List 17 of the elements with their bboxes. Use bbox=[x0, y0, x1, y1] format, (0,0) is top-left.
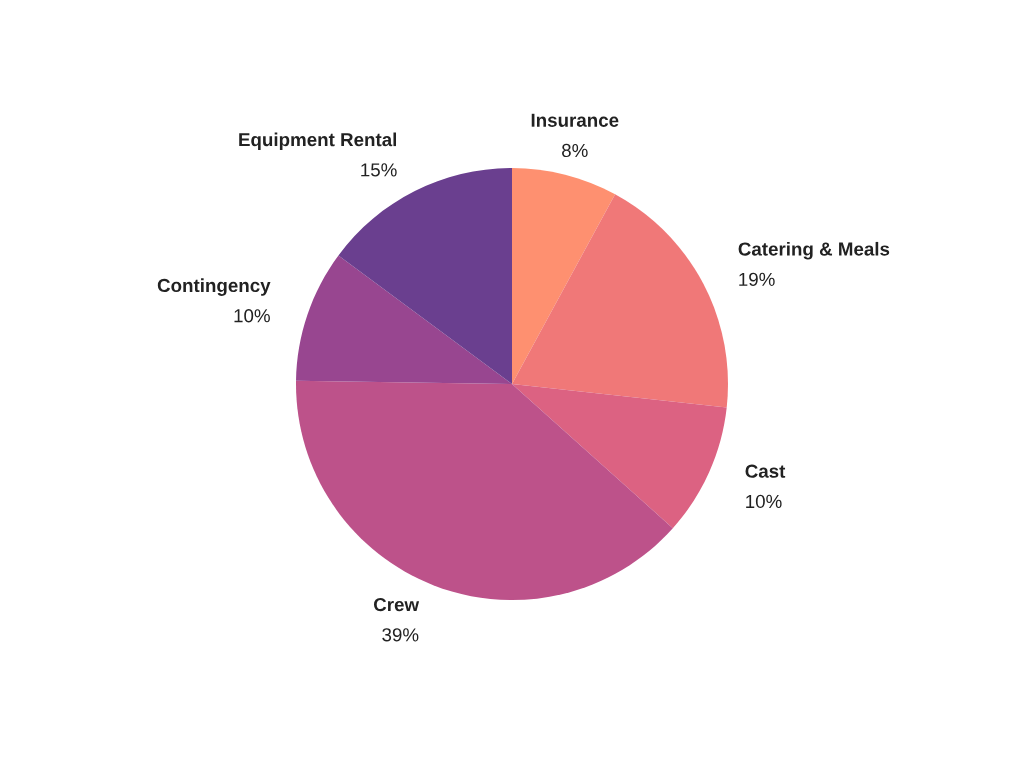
data-label: 10% bbox=[746, 494, 782, 509]
data-label: 8% bbox=[562, 143, 588, 158]
pie-slice bbox=[512, 194, 728, 408]
pie-slice bbox=[296, 380, 673, 600]
slice-label: Catering & Meals bbox=[738, 241, 890, 260]
pie-slice bbox=[512, 384, 727, 529]
slice-label: Crew bbox=[373, 597, 420, 612]
pie-slice bbox=[296, 255, 512, 384]
data-label: 39% bbox=[382, 628, 419, 642]
slice-label: Insurance bbox=[531, 113, 619, 127]
data-label: 19% bbox=[739, 272, 775, 286]
pie-slice bbox=[512, 168, 616, 384]
data-label: 15% bbox=[361, 163, 397, 177]
slice-label: Equipment Rental bbox=[239, 132, 397, 150]
data-label: 10% bbox=[234, 309, 270, 323]
slice-label: Contingency bbox=[157, 278, 271, 296]
slice-label: Cast bbox=[745, 464, 786, 478]
